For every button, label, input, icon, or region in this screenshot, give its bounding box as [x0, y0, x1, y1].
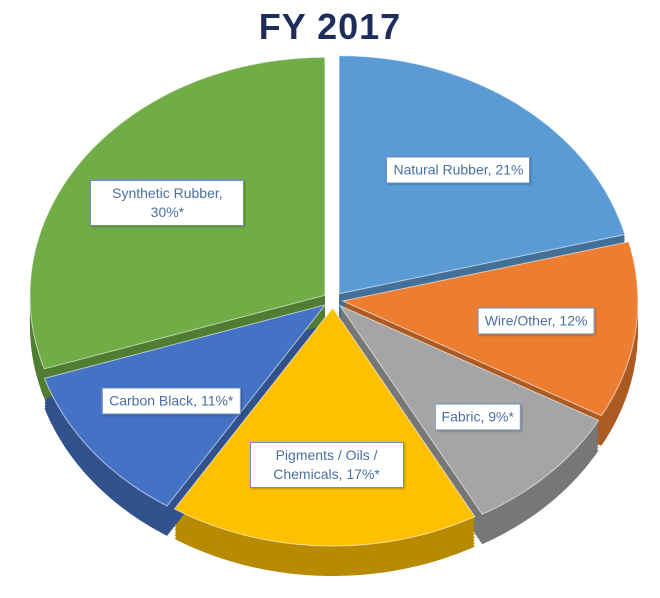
- data-label: Synthetic Rubber 30%*: [90, 179, 245, 226]
- data-label: Wire/Other 12%: [477, 307, 595, 335]
- category-label: Synthetic Rubber: [112, 185, 223, 201]
- value-label: 21%: [495, 161, 524, 178]
- data-label: Natural Rubber 21%: [386, 156, 531, 184]
- data-label: Pigments / Oils / Chemicals 17%*: [249, 441, 404, 488]
- value-label: 17%*: [346, 465, 380, 482]
- category-label: Fabric: [442, 408, 485, 424]
- category-label: Carbon Black: [109, 393, 197, 409]
- value-label: 9%*: [488, 408, 514, 425]
- chart-title: FY 2017: [258, 6, 402, 47]
- data-label: Fabric 9%*: [434, 403, 521, 431]
- value-label: 30%*: [150, 203, 185, 220]
- category-label: Natural Rubber: [393, 161, 491, 177]
- data-label: Carbon Black 11%*: [102, 387, 241, 415]
- value-label: 11%*: [200, 392, 234, 409]
- value-label: 12%: [559, 312, 588, 329]
- category-label: Wire/Other: [485, 312, 556, 328]
